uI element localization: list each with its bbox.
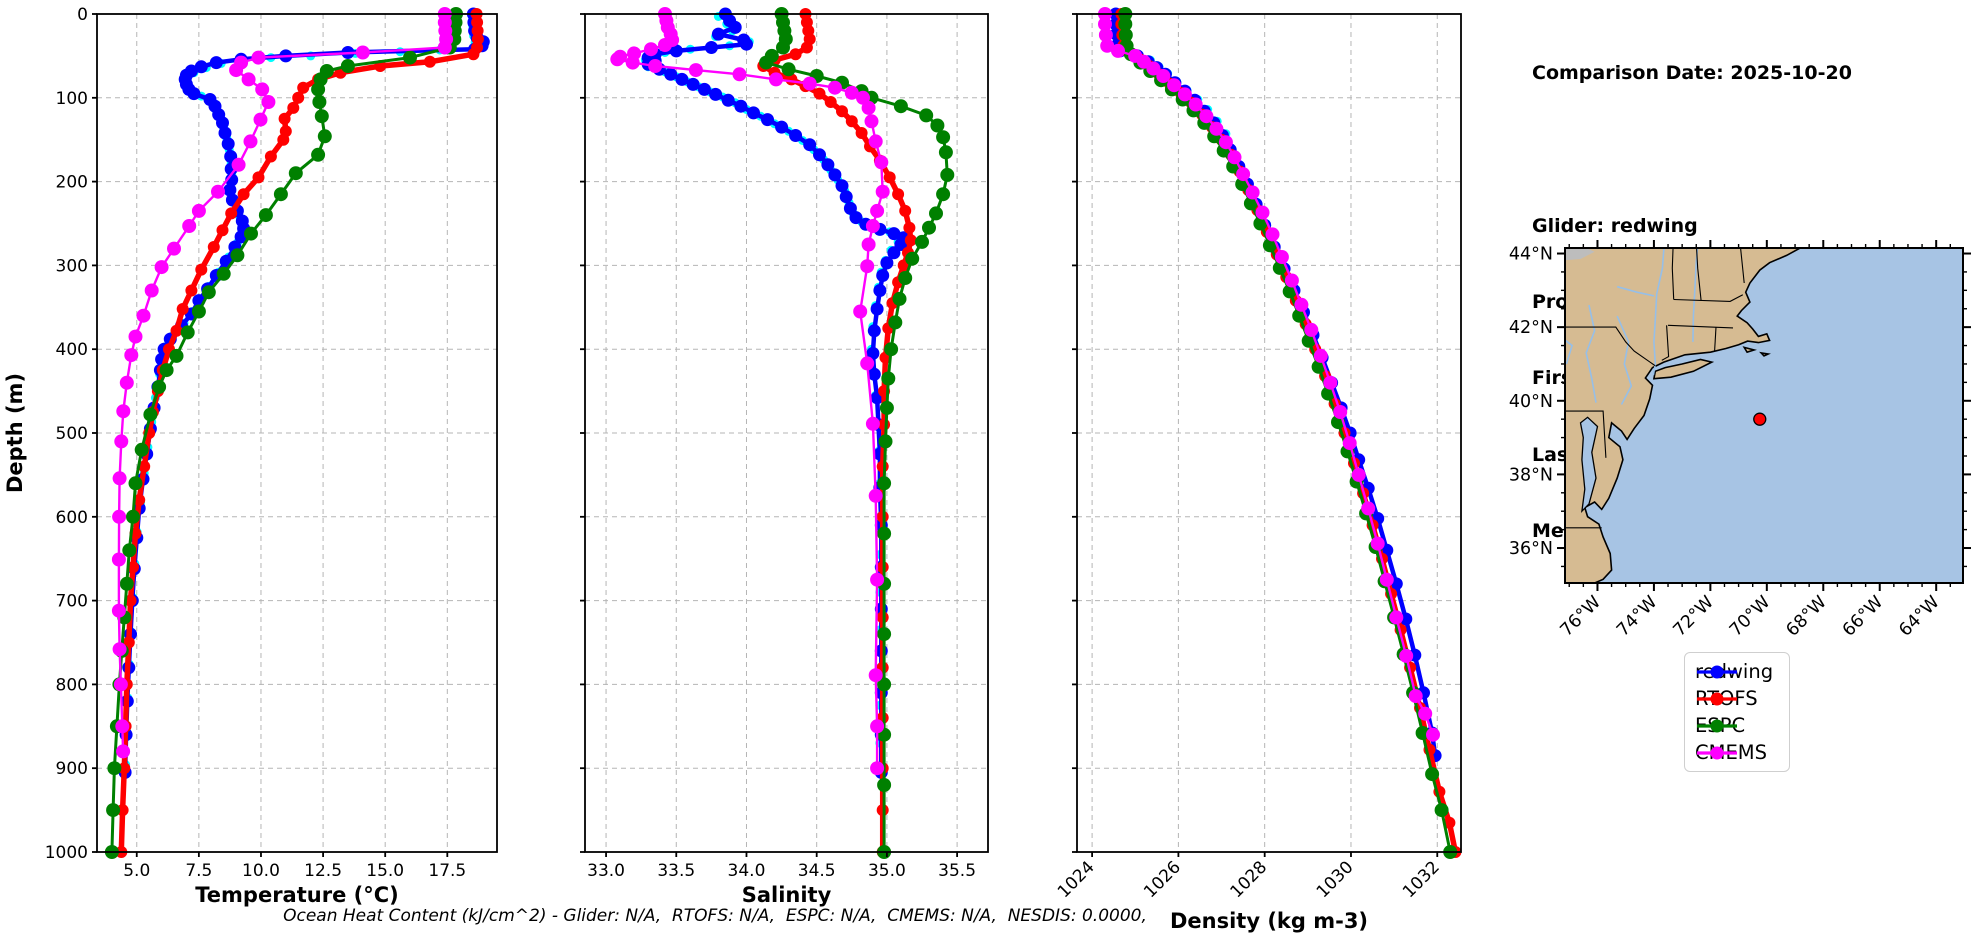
x-tick-label: 12.5 — [304, 861, 342, 881]
lake-ontario — [1565, 248, 1595, 261]
y-tick-label: 0 — [77, 5, 88, 25]
x-tick-label: 34.0 — [728, 861, 766, 881]
x-tick-label: 1024 — [1054, 857, 1099, 902]
land-polygon — [1877, 217, 1970, 245]
x-tick-label: 34.5 — [798, 861, 836, 881]
river-line — [1585, 304, 1597, 403]
lon-tick-label: 74°W — [1613, 592, 1661, 640]
legend-swatch-icon — [1697, 692, 1737, 705]
x-tick-label: 10.0 — [242, 861, 280, 881]
series-ESPC — [104, 7, 463, 859]
y-axis-label: Depth (m) — [3, 373, 27, 493]
x-tick-label: 1026 — [1140, 857, 1185, 902]
series-redwing-raw — [121, 12, 480, 770]
x-axis-label: Temperature (°C) — [195, 883, 398, 907]
lat-tick-label: 44°N — [1509, 245, 1553, 265]
legend-swatch-icon — [1697, 719, 1737, 732]
series-CMEMS — [111, 7, 454, 759]
y-tick-label: 900 — [56, 759, 88, 779]
salinity-chart: 33.0 33.5 34.0 34.5 35.0 35.5 Salinity — [580, 7, 989, 907]
river-line — [1616, 285, 1655, 297]
lat-tick-label: 42°N — [1509, 318, 1553, 338]
x-tick-label: 35.0 — [868, 861, 906, 881]
x-tick-label: 1032 — [1399, 857, 1444, 902]
lon-tick-label: 76°W — [1557, 592, 1605, 640]
spacer — [1532, 137, 1852, 162]
map-area — [1565, 217, 1970, 583]
legend-swatch-icon — [1697, 665, 1737, 678]
y-tick-label: 300 — [56, 256, 88, 276]
y-tick-label: 200 — [56, 173, 88, 193]
lon-tick-label: 66°W — [1839, 592, 1887, 640]
map-frame — [1564, 247, 1964, 584]
state-border — [1714, 327, 1717, 352]
x-axis-label: Density (kg m-3) — [1170, 909, 1368, 933]
legend-item-cmems: CMEMS — [1695, 741, 1773, 764]
x-tick-label: 1028 — [1226, 857, 1271, 902]
legend-item-redwing: redwing — [1695, 660, 1773, 683]
y-tick-label: 400 — [56, 340, 88, 360]
series-redwing — [118, 7, 490, 779]
x-tick-label: 35.5 — [938, 861, 976, 881]
island-polygon — [1759, 351, 1771, 357]
state-border — [1661, 325, 1670, 361]
lat-tick-label: 36°N — [1509, 539, 1553, 559]
y-tick-label: 100 — [56, 89, 88, 109]
temperature-chart: 5.0 7.5 10.0 12.5 15.0 17.5 0 100 200 300 400 500 60… — [3, 5, 498, 907]
state-border — [1667, 324, 1734, 329]
glider-position-marker — [1753, 412, 1767, 426]
x-tick-label: 7.5 — [185, 861, 212, 881]
river-line — [1652, 248, 1665, 376]
legend: redwing RTOFS ESPC CMEMS — [1684, 652, 1791, 772]
y-tick-label: 1000 — [45, 843, 88, 863]
state-border — [1671, 248, 1675, 300]
land-polygon — [1652, 358, 1715, 380]
legend-item-espc: ESPC — [1695, 714, 1773, 737]
y-tick-label: 700 — [56, 592, 88, 612]
y-tick-label: 500 — [56, 424, 88, 444]
grid — [585, 13, 988, 853]
density-chart: 1024 1026 1028 1030 1032 Density (kg m-3) — [1054, 7, 1462, 933]
series-redwing — [1109, 7, 1442, 763]
x-tick-label: 33.5 — [657, 861, 695, 881]
lon-tick-label: 72°W — [1670, 592, 1718, 640]
y-tick-label: 800 — [56, 675, 88, 695]
state-border — [1696, 248, 1702, 301]
x-tick-label: 5.0 — [123, 861, 150, 881]
y-tick-label: 600 — [56, 508, 88, 528]
lon-tick-label: 68°W — [1782, 592, 1830, 640]
ocean-heat-content-caption: Ocean Heat Content (kJ/cm^2) - Glider: N… — [283, 906, 1147, 926]
legend-item-rtofs: RTOFS — [1695, 687, 1773, 710]
lat-tick-label: 40°N — [1509, 392, 1553, 412]
legend-swatch-icon — [1697, 746, 1737, 759]
series-CMEMS — [1098, 7, 1440, 742]
location-map: 44°N 42°N 40°N 38°N 36°N 76°W 74°W 72°W 70°W 68°W… — [1509, 240, 1971, 641]
state-border — [1565, 326, 1656, 367]
x-tick-label: 33.0 — [587, 861, 625, 881]
x-tick-label: 17.5 — [428, 861, 466, 881]
x-tick-label: 15.0 — [366, 861, 404, 881]
river-line — [1616, 315, 1633, 405]
grid — [1077, 13, 1461, 853]
x-tick-label: 1030 — [1313, 857, 1358, 902]
river-line — [1565, 339, 1574, 365]
chesapeake-bay — [1579, 416, 1599, 514]
series-CMEMS — [610, 7, 890, 776]
grid — [97, 13, 497, 853]
glider-name-text: Glider: redwing — [1532, 214, 1698, 237]
comparison-date-text: Comparison Date: 2025-10-20 — [1532, 61, 1852, 84]
state-border — [1565, 410, 1607, 458]
state-border — [1673, 294, 1744, 302]
island-polygon — [1742, 346, 1757, 354]
state-border — [1740, 248, 1745, 284]
lon-tick-label: 64°W — [1895, 592, 1943, 640]
lat-tick-label: 38°N — [1509, 465, 1553, 485]
x-axis-label: Salinity — [742, 883, 832, 907]
series-redwing-raw — [640, 12, 906, 773]
lon-tick-label: 70°W — [1726, 592, 1774, 640]
